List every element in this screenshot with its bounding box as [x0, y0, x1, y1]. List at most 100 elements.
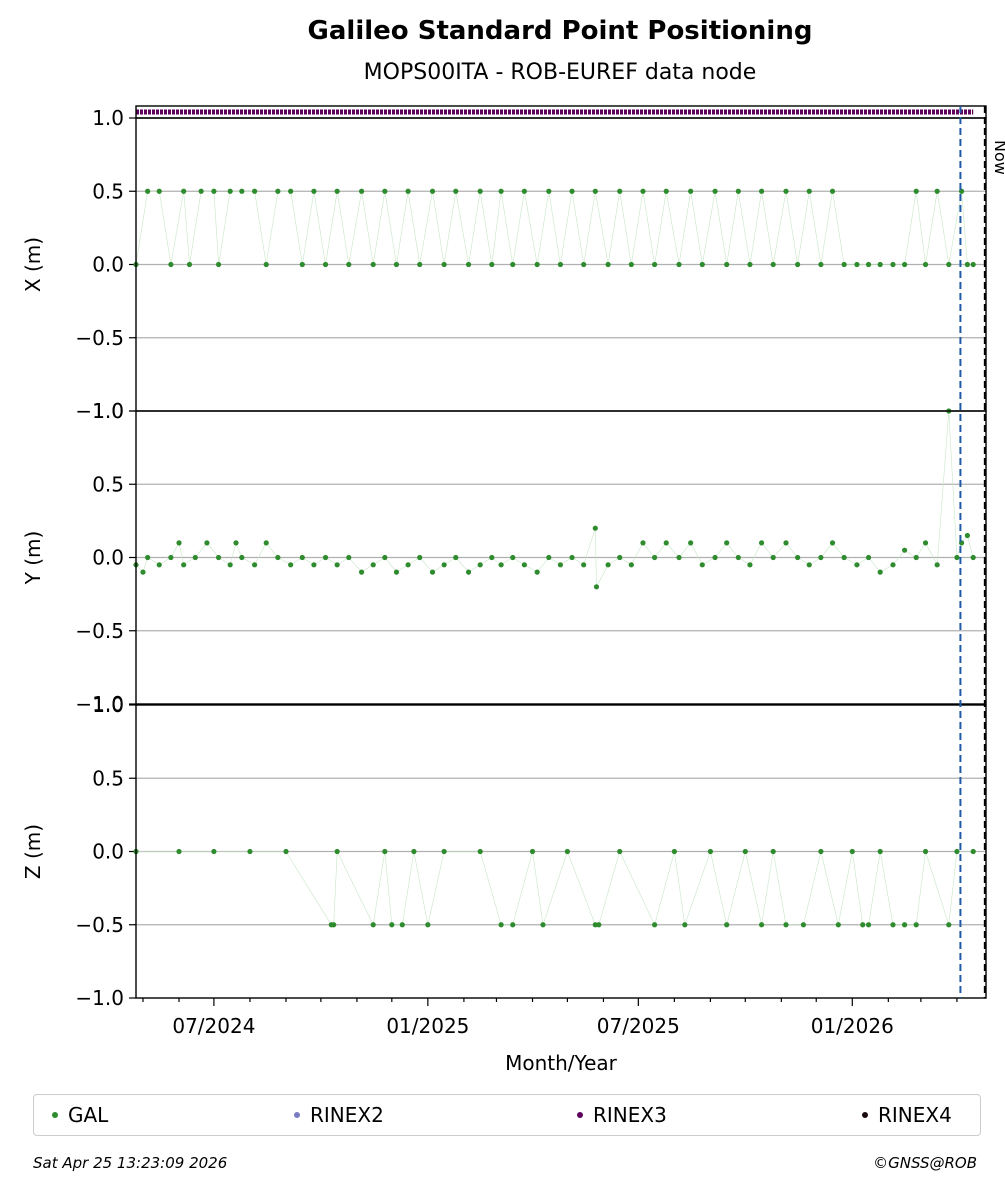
data-point-gal — [676, 554, 682, 561]
chart-subtitle: MOPS00ITA - ROB-EUREF data node — [363, 60, 757, 85]
data-point-gal — [263, 261, 269, 268]
legend-item-rinex2: RINEX2 — [294, 1103, 384, 1127]
legend-item-rinex3: RINEX3 — [577, 1103, 667, 1127]
data-point-gal — [747, 562, 753, 568]
data-point-gal — [215, 261, 222, 268]
data-point-gal — [498, 922, 504, 928]
y-axis-label: Z (m) — [21, 824, 45, 879]
data-point-gal — [417, 261, 423, 268]
data-point-gal — [477, 562, 483, 568]
data-point-gal — [890, 922, 896, 928]
chart-title: Galileo Standard Point Positioning — [307, 16, 813, 46]
data-point-gal — [288, 188, 294, 194]
data-point-gal — [712, 554, 718, 561]
data-point-gal — [370, 261, 376, 268]
data-point-gal — [913, 922, 919, 928]
data-point-gal — [913, 188, 919, 194]
data-point-gal — [922, 848, 929, 855]
data-point-gal — [389, 922, 395, 928]
series-line-gal — [135, 410, 974, 588]
data-point-gal — [358, 569, 365, 575]
y-tick-label: −0.5 — [75, 913, 124, 937]
data-point-gal — [211, 188, 217, 194]
data-point-gal — [934, 562, 940, 568]
data-point-gal — [652, 922, 658, 928]
data-point-gal — [156, 562, 162, 568]
data-point-gal — [534, 261, 540, 268]
data-point-gal — [477, 188, 483, 194]
data-point-gal — [239, 554, 245, 561]
data-point-gal — [735, 554, 741, 561]
data-point-gal — [247, 848, 253, 855]
data-point-gal — [425, 922, 431, 928]
x-tick-label: 01/2026 — [811, 1014, 894, 1038]
panel-frame — [135, 704, 987, 999]
x-axis-label: Month/Year — [505, 1051, 618, 1075]
data-point-gal — [453, 554, 459, 561]
data-point-gal — [865, 554, 872, 561]
data-point-gal — [954, 848, 960, 855]
data-point-gal — [429, 188, 436, 194]
data-point-gal — [954, 554, 960, 561]
data-point-gal — [877, 848, 883, 855]
y-tick-label: 1.0 — [92, 106, 124, 130]
data-point-gal — [334, 188, 340, 194]
y-tick-label: −1.0 — [75, 692, 124, 716]
data-point-gal — [795, 261, 801, 268]
data-point-gal — [724, 922, 730, 928]
data-point-gal — [288, 562, 294, 568]
data-point-gal — [405, 562, 411, 568]
data-point-gal — [569, 188, 575, 194]
y-tick-label: −0.5 — [75, 619, 124, 643]
data-point-gal — [617, 554, 623, 561]
data-point-gal — [688, 540, 694, 546]
x-tick-label: 07/2025 — [597, 1014, 680, 1038]
y-tick-label: −0.5 — [75, 326, 124, 350]
data-point-gal — [453, 188, 459, 194]
data-point-gal — [192, 554, 198, 561]
data-point-gal — [465, 569, 472, 575]
series-line-gal — [136, 850, 974, 926]
y-tick-label: 0.5 — [92, 179, 124, 203]
data-point-gal — [592, 525, 598, 531]
y-tick-label: 1.0 — [92, 399, 124, 423]
data-point-gal — [835, 922, 841, 928]
data-point-gal — [934, 188, 940, 194]
footer-credit: ©GNSS@ROB — [873, 1154, 977, 1172]
data-point-gal — [596, 922, 602, 928]
data-point-gal — [652, 554, 658, 561]
data-point-gal — [382, 554, 388, 561]
data-point-gal — [735, 188, 741, 194]
y-tick-label: 0.0 — [92, 253, 124, 277]
data-point-gal — [176, 848, 182, 855]
legend-label-gal: GAL — [68, 1103, 109, 1127]
legend-label-rinex3: RINEX3 — [593, 1103, 667, 1127]
data-point-gal — [806, 188, 812, 194]
data-point-gal — [521, 562, 527, 568]
data-point-gal — [382, 188, 388, 194]
data-point-gal — [617, 188, 623, 194]
y-tick-label: 1.0 — [92, 693, 124, 717]
data-point-gal — [922, 540, 929, 546]
data-point-gal — [370, 922, 376, 928]
data-point-gal — [770, 261, 776, 268]
data-point-gal — [770, 848, 776, 855]
data-point-gal — [156, 188, 162, 194]
data-point-gal — [510, 554, 516, 561]
data-point-gal — [628, 261, 634, 268]
data-point-gal — [145, 554, 151, 561]
data-point-gal — [546, 188, 552, 194]
data-point-gal — [176, 540, 182, 546]
data-point-gal — [299, 261, 305, 268]
data-point-gal — [682, 922, 688, 928]
data-point-gal — [593, 584, 600, 590]
data-point-gal — [707, 848, 714, 855]
data-point-gal — [854, 261, 860, 268]
data-point-gal — [399, 922, 405, 928]
data-point-gal — [877, 261, 883, 268]
data-point-gal — [640, 540, 646, 546]
footer-timestamp: Sat Apr 25 13:23:09 2026 — [33, 1154, 228, 1172]
data-point-gal — [783, 188, 789, 194]
y-tick-label: −1.0 — [75, 986, 124, 1010]
data-point-gal — [168, 261, 174, 268]
